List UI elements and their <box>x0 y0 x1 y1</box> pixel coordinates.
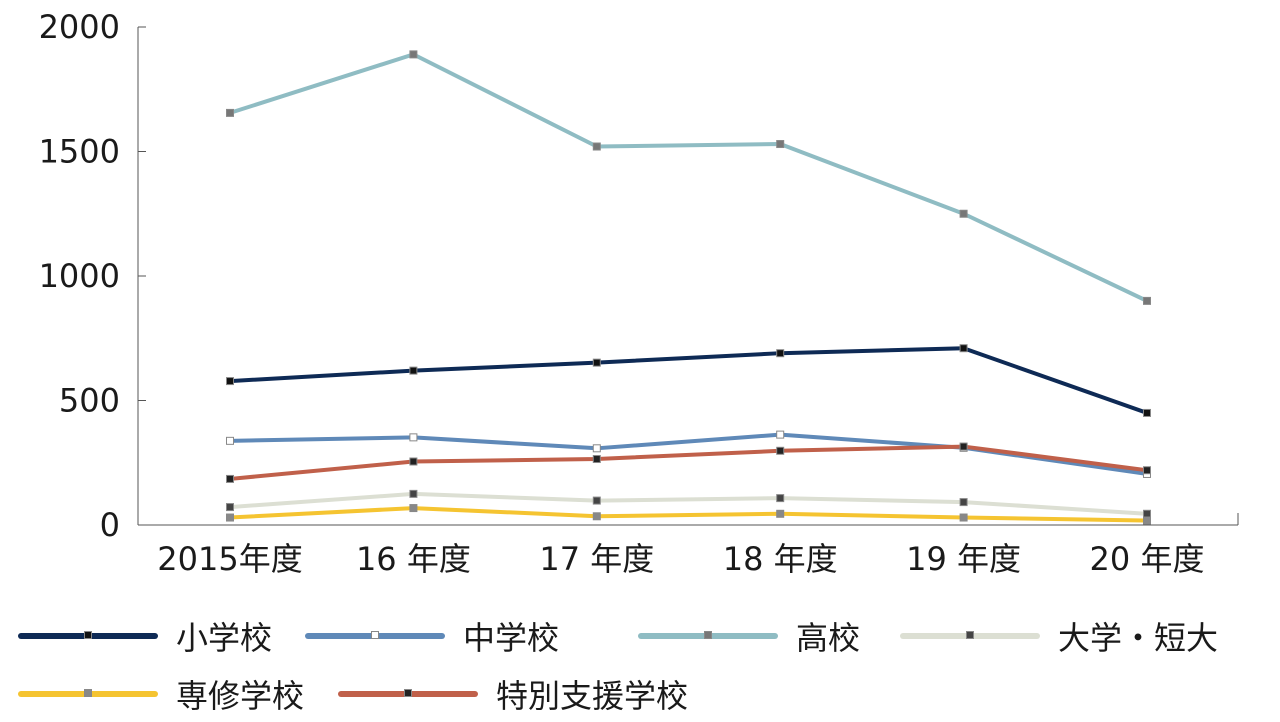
legend-item: 小学校 <box>18 608 272 664</box>
legend-swatch <box>900 631 1040 639</box>
legend-marker <box>966 631 974 639</box>
x-tick-label: 18 年度 <box>723 540 838 578</box>
x-tick-label: 20 年度 <box>1090 540 1205 578</box>
y-tick-label: 1000 <box>39 257 120 295</box>
series-markers <box>226 50 1151 525</box>
data-point <box>592 142 601 151</box>
data-point <box>776 494 785 503</box>
data-point <box>776 446 785 455</box>
data-point <box>226 436 234 445</box>
y-tick-label: 1500 <box>39 133 120 171</box>
legend-label: 高校 <box>796 619 861 657</box>
data-point <box>226 377 234 386</box>
data-point <box>959 442 968 451</box>
data-point <box>592 496 601 505</box>
data-point <box>592 512 601 521</box>
data-point <box>592 455 601 464</box>
line-chart: 0 500 1000 1500 2000 2015年度 16 年度 17 年度 18 年度 19 … <box>39 8 1239 578</box>
x-tick-label: 17 年度 <box>539 540 654 578</box>
data-point <box>409 457 418 466</box>
data-point <box>959 209 968 218</box>
legend-swatch <box>638 631 778 639</box>
data-point <box>776 509 785 518</box>
legend-label: 専修学校 <box>176 677 305 715</box>
legend-item: 専修学校 <box>18 666 304 722</box>
data-point <box>592 444 601 453</box>
data-point <box>226 474 234 483</box>
data-point <box>1143 466 1151 475</box>
data-point <box>226 503 234 512</box>
legend-swatch <box>18 689 158 697</box>
legend-label: 特別支援学校 <box>496 677 689 715</box>
x-tick-label: 16 年度 <box>356 540 471 578</box>
data-point <box>409 489 418 498</box>
legend-swatch <box>338 689 478 697</box>
legend-marker <box>704 631 712 639</box>
data-point <box>1143 408 1151 417</box>
series-line <box>229 506 1148 523</box>
axes: 0 500 1000 1500 2000 2015年度 16 年度 17 年度 18 年度 19 … <box>39 8 1239 578</box>
data-point <box>409 504 418 513</box>
legend-swatch <box>305 631 445 639</box>
y-tick-label: 500 <box>59 382 120 420</box>
data-point <box>1143 296 1151 305</box>
legend-item: 大学・短大 <box>900 608 1218 664</box>
legend-label: 大学・短大 <box>1058 619 1219 657</box>
data-point <box>959 513 968 522</box>
series-lines <box>229 52 1148 523</box>
series-line <box>229 346 1148 415</box>
legend-label: 中学校 <box>463 619 560 657</box>
data-point <box>959 344 968 353</box>
data-point <box>226 108 234 117</box>
data-point <box>776 140 785 149</box>
data-point <box>1143 516 1151 525</box>
y-tick-label: 2000 <box>39 8 120 46</box>
data-point <box>959 498 968 507</box>
data-point <box>409 50 418 59</box>
legend-item: 特別支援学校 <box>338 666 688 722</box>
legend-marker <box>84 631 92 639</box>
legend-item: 中学校 <box>305 608 559 664</box>
data-point <box>1143 509 1151 518</box>
legend-label: 小学校 <box>176 619 273 657</box>
legend-item: 高校 <box>638 608 860 664</box>
data-point <box>776 349 785 358</box>
data-point <box>409 433 418 442</box>
series-line <box>229 444 1148 481</box>
x-tick-label: 2015年度 <box>157 540 302 578</box>
legend-marker <box>371 631 379 639</box>
data-point <box>776 430 785 439</box>
legend-marker <box>404 689 412 697</box>
data-point <box>409 366 418 375</box>
legend-swatch <box>18 631 158 639</box>
legend-marker <box>84 689 92 697</box>
series-line <box>229 491 1148 516</box>
x-tick-label: 19 年度 <box>906 540 1021 578</box>
legend: 小学校 中学校 高校 大学・短大専修学校 特別支援学校 <box>0 600 1280 720</box>
series-line <box>229 52 1148 303</box>
data-point <box>226 513 234 522</box>
data-point <box>592 358 601 367</box>
y-tick-label: 0 <box>100 506 120 544</box>
